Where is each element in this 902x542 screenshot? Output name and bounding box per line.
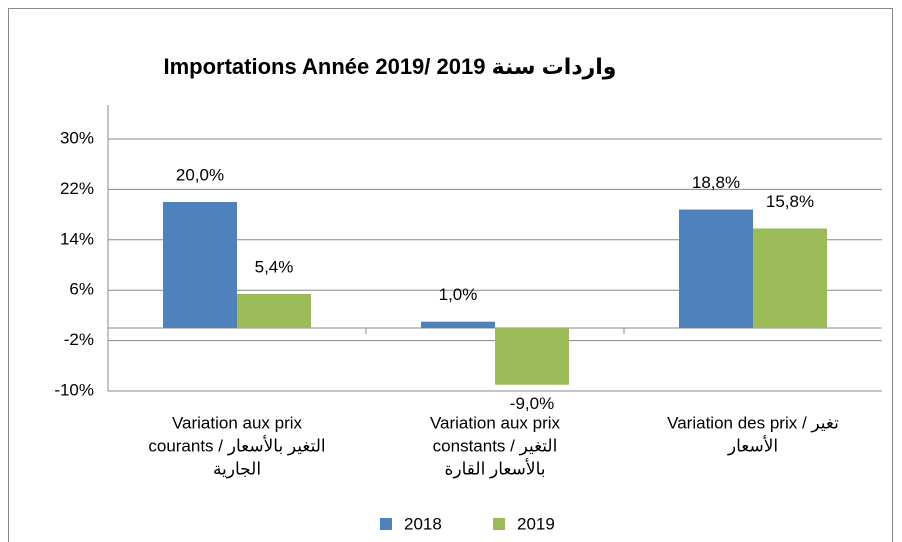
data-label: 18,8% (692, 173, 740, 192)
x-tick-label: الأسعار (727, 435, 778, 455)
x-tick-label: التغير بالأسعار / courants (148, 435, 325, 455)
y-tick-label: -10% (54, 380, 94, 399)
x-tick-label: بالأسعار القارة (445, 458, 546, 478)
x-tick-label: التغير / constants (433, 436, 558, 455)
y-tick-label: -2% (64, 330, 94, 349)
bar (495, 328, 569, 385)
bar (163, 202, 237, 328)
data-label: 5,4% (255, 257, 294, 276)
data-label: 1,0% (439, 285, 478, 304)
bar (237, 293, 311, 328)
data-label: 20,0% (176, 165, 224, 184)
x-tick-label: الجارية (213, 459, 261, 478)
legend-label: 2019 (517, 514, 555, 533)
bar (753, 228, 827, 328)
x-tick-label: Variation aux prix (430, 413, 561, 432)
legend-swatch (380, 518, 392, 530)
legend-swatch (493, 518, 505, 530)
bar (421, 321, 495, 328)
chart-title: Importations Année 2019/ واردات سنة 2019 (163, 54, 616, 80)
x-tick-label: Variation aux prix (172, 413, 303, 432)
x-tick-label: Variation des prix / تغير (667, 413, 839, 432)
y-tick-label: 22% (60, 179, 94, 198)
bar (679, 209, 753, 328)
y-tick-label: 6% (69, 280, 94, 299)
y-tick-label: 30% (60, 128, 94, 147)
data-label: -9,0% (510, 394, 554, 413)
y-tick-label: 14% (60, 229, 94, 248)
data-label: 15,8% (766, 192, 814, 211)
legend-label: 2018 (404, 514, 442, 533)
